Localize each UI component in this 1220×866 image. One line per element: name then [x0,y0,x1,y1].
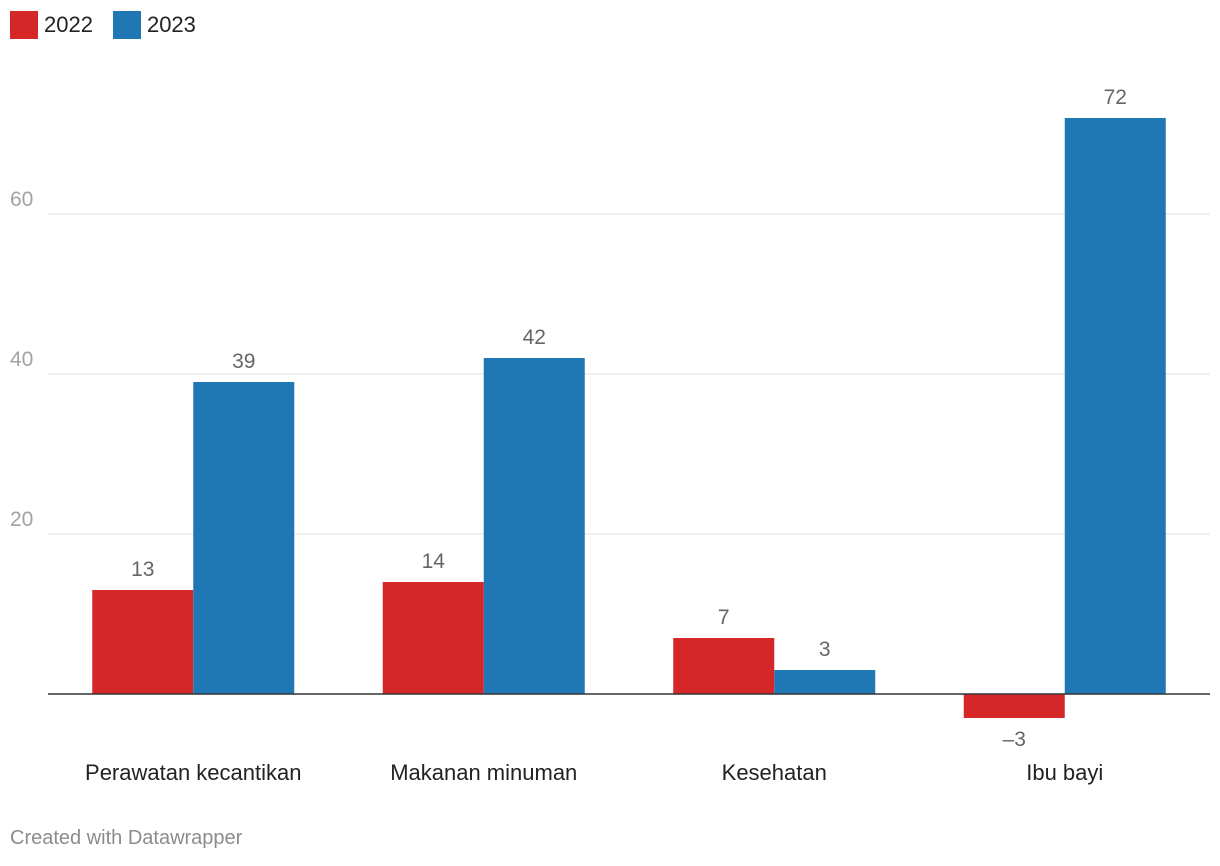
x-tick-1: Makanan minuman [390,760,577,785]
legend-item-2023: 2023 [112,11,196,39]
y-tick-60: 60 [10,188,33,211]
data-label-2023-2: 3 [819,638,831,661]
footer-credit: Created with Datawrapper [10,827,243,849]
data-label-2022-3: –3 [1003,728,1026,751]
y-tick-20: 20 [10,508,33,531]
x-tick-3: Ibu bayi [1026,760,1103,785]
legend-swatch-2022 [10,11,38,39]
legend-label-2022: 2022 [44,12,93,37]
x-tick-0: Perawatan kecantikan [85,760,301,785]
data-label-2023-3: 72 [1104,86,1127,109]
data-label-2022-1: 14 [422,550,446,573]
legend-label-2023: 2023 [146,12,196,37]
bar-2023-0 [193,382,295,694]
data-label-2022-2: 7 [718,606,730,629]
bar-2022-2 [673,638,775,694]
bar-2022-3 [963,694,1065,718]
data-label-2023-0: 39 [232,350,255,373]
y-tick-40: 40 [10,348,33,371]
data-label-2023-1: 42 [523,326,546,349]
legend-swatch-2023 [112,11,141,39]
bar-2022-1 [382,582,484,694]
bar-2022-0 [92,590,194,694]
data-label-2022-0: 13 [131,558,154,581]
x-tick-2: Kesehatan [722,760,827,785]
bar-2023-2 [774,670,876,694]
legend-item-2022: 2022 [10,11,93,39]
bar-2023-1 [483,358,585,694]
bar-2023-3 [1064,118,1166,694]
legend: 2022 2023 [10,10,216,40]
